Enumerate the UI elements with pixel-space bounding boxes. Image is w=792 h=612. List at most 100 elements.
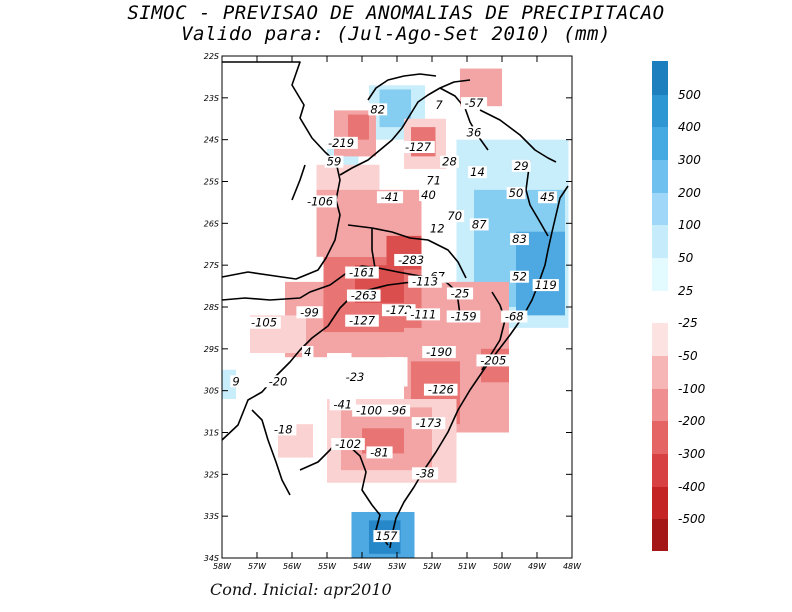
contour-label: -263: [351, 289, 377, 303]
contour-label-bg: [247, 316, 281, 329]
colorbar-label: 25: [678, 284, 693, 298]
contour-label: -105: [251, 316, 277, 330]
contour-label: 28: [442, 155, 457, 169]
contour-label: -25: [451, 286, 470, 300]
argentina-border: [221, 265, 441, 301]
lat-tick-label: 23S: [204, 94, 219, 103]
contour-label: 119: [535, 278, 557, 292]
river-parana: [251, 409, 291, 496]
contour-label: -172: [386, 303, 412, 317]
contour-label-bg: [532, 279, 559, 292]
colorbar-label: -500: [678, 512, 706, 526]
contour-label: -219: [328, 136, 354, 150]
contour-label: -111: [410, 307, 436, 321]
colorbar-label: 50: [678, 251, 694, 265]
contour-label-bg: [446, 287, 474, 300]
contour-label: -127: [405, 140, 432, 154]
lat-tick-label: 27S: [204, 261, 219, 270]
contour-label-bg: [424, 174, 444, 187]
contour-label: 70: [447, 209, 462, 223]
contour-label-bg: [422, 346, 456, 359]
contour-label-bg: [469, 218, 489, 231]
contour-label-bg: [511, 159, 531, 172]
lon-tick-label: 54W: [353, 562, 372, 571]
state-border-rs: [371, 228, 376, 269]
colorbar-swatch-positive: [652, 258, 668, 291]
contour-label-bg: [464, 126, 484, 139]
state-border-sc-pr: [339, 79, 471, 176]
contour-label: -283: [398, 253, 424, 267]
contour-label-bg: [346, 289, 381, 302]
colorbar-label: -400: [678, 480, 706, 494]
contour-label: -159: [450, 309, 476, 323]
state-border-sc: [347, 224, 467, 279]
contour-label: 29: [514, 159, 529, 173]
contour-label-bg: [419, 189, 438, 202]
contour-label-bg: [373, 530, 400, 543]
initial-condition-note: Cond. Inicial: apr2010: [210, 580, 392, 599]
contour-label-bg: [468, 166, 487, 179]
colorbar-swatch-negative: [652, 487, 668, 519]
contour-label-bg: [406, 308, 441, 321]
contour-label: -41: [333, 397, 352, 411]
contour-label: -81: [370, 445, 389, 459]
contour-label-bg: [230, 375, 242, 388]
figure-title: SIMOC - PREVISAO DE ANOMALIAS DE PRECIPI…: [127, 2, 665, 24]
contour-label: 45: [540, 190, 555, 204]
lat-tick-label: 31S: [204, 429, 219, 438]
contour-label-bg: [345, 266, 379, 279]
contour-label: -99: [300, 305, 319, 319]
contour-label-bg: [302, 346, 314, 359]
contour-label-bg: [423, 383, 458, 396]
lon-tick-label: 56W: [283, 562, 302, 571]
contour-label: 71: [426, 174, 441, 188]
contour-label-bg: [376, 191, 404, 204]
colorbar-label: -300: [678, 447, 706, 461]
contour-label-bg: [476, 354, 511, 367]
state-border-ms: [291, 164, 306, 201]
contour-label-bg: [296, 306, 323, 319]
lat-tick-label: 29S: [204, 345, 219, 354]
paraguay-border: [221, 61, 341, 280]
contour-label-bg: [501, 310, 528, 323]
colorbar-swatch-positive: [652, 193, 668, 225]
colorbar-label: -100: [678, 382, 706, 396]
contour-label-bg: [510, 270, 529, 283]
colorbar-label: -200: [678, 414, 706, 428]
colorbar-swatch-positive: [652, 127, 668, 160]
contour-label-bg: [345, 314, 379, 327]
contour-label: -41: [381, 190, 400, 204]
contour-label: -127: [349, 314, 376, 328]
state-border-east: [525, 159, 549, 237]
colorbar-swatch-negative: [652, 454, 668, 487]
contour-label: 52: [512, 270, 527, 284]
contour-label: -38: [416, 466, 435, 480]
colorbar-label: 400: [678, 120, 701, 134]
lat-tick-label: 26S: [204, 219, 219, 228]
contour-label-bg: [352, 404, 386, 417]
contour-label: -100: [356, 404, 382, 418]
colorbar-label: 300: [678, 153, 701, 167]
contour-label: 83: [512, 232, 527, 246]
contour-label: 82: [370, 102, 385, 116]
contour-label-bg: [506, 187, 526, 200]
contour-label: -20: [269, 374, 288, 388]
colorbar-swatch-negative: [652, 356, 668, 389]
contour-label: 59: [327, 155, 342, 169]
contour-label-bg: [368, 103, 388, 116]
contour-label: -205: [480, 353, 506, 367]
contour-label: -96: [388, 404, 407, 418]
colorbar-swatch-negative: [652, 323, 668, 356]
white-gap-a: [386, 357, 408, 387]
contour-label-bg: [331, 438, 365, 451]
contour-label-bg: [366, 446, 393, 459]
lat-tick-label: 32S: [204, 470, 219, 479]
contour-label: 14: [470, 165, 485, 179]
lat-tick-label: 28S: [204, 303, 219, 312]
contour-label: -57: [465, 96, 484, 110]
colorbar-label: -50: [678, 349, 698, 363]
contour-label: 12: [430, 222, 445, 236]
contour-label-bg: [383, 404, 411, 417]
contour-label: -113: [412, 275, 438, 289]
contour-label-bg: [329, 398, 356, 411]
